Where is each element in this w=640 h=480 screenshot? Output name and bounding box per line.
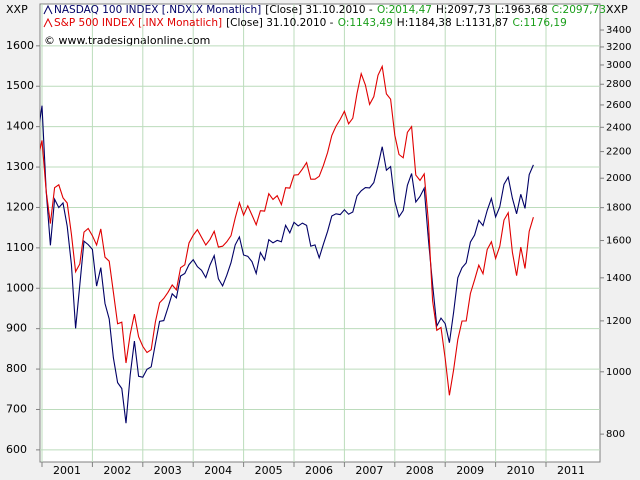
x-tick-label: 2009 (456, 464, 484, 477)
y2-tick-label: 2400 (606, 122, 631, 133)
x-tick-label: 2004 (204, 464, 232, 477)
legend-icon (43, 17, 53, 28)
x-tick-label: 2008 (406, 464, 434, 477)
y2-tick-label: 800 (606, 429, 625, 440)
y2-tick-label: 3400 (606, 25, 631, 36)
left-axis-label: XXP (6, 3, 28, 16)
legend-entry: S&P 500 INDEX [.INX Monatlich] [Close] 31… (54, 17, 567, 29)
x-tick-label: 2003 (154, 464, 182, 477)
y2-tick-label: 1200 (606, 316, 631, 327)
legend-name: S&P 500 INDEX [.INX Monatlich] (54, 17, 222, 29)
x-tick-label: 2005 (255, 464, 283, 477)
y2-tick-label: 2600 (606, 100, 631, 111)
y-tick-label: 1400 (6, 120, 34, 133)
legend-high: H:1184,38 (397, 17, 452, 29)
lines (40, 64, 534, 424)
y-tick-label: 1100 (6, 241, 34, 254)
y2-tick-label: 3000 (606, 60, 631, 71)
series-line (40, 105, 534, 424)
legend-low: L:1131,87 (456, 17, 509, 29)
y2-tick-label: 2200 (606, 147, 631, 158)
legend-open: O:2014,47 (377, 4, 432, 16)
legend-name: NASDAQ 100 INDEX [.NDX.X Monatlich] (54, 4, 261, 16)
legend-close: C:2097,73 (552, 4, 606, 16)
legend-icon (43, 4, 53, 15)
y2-tick-label: 2000 (606, 173, 631, 184)
y-tick-label: 1500 (6, 79, 34, 92)
y2-tick-label: 2800 (606, 79, 631, 90)
x-tick-label: 2006 (305, 464, 333, 477)
x-tick-label: 2002 (103, 464, 131, 477)
legend-info: [Close] 31.10.2010 - (265, 4, 373, 16)
y2-tick-label: 1600 (606, 236, 631, 247)
legend-entry: NASDAQ 100 INDEX [.NDX.X Monatlich] [Clos… (54, 4, 606, 16)
y2-tick-label: 1400 (606, 273, 631, 284)
y-tick-label: 700 (6, 402, 27, 415)
y-tick-label: 1200 (6, 200, 34, 213)
legend-close: C:1176,19 (512, 17, 566, 29)
y2-tick-label: 3200 (606, 42, 631, 53)
y2-tick-label: 1800 (606, 203, 631, 214)
y-tick-label: 1000 (6, 281, 34, 294)
y-tick-label: 900 (6, 322, 27, 335)
x-tick-label: 2010 (507, 464, 535, 477)
right-axis-label: XXP (606, 3, 628, 16)
x-tick-label: 2007 (355, 464, 383, 477)
x-tick-label: 2001 (53, 464, 81, 477)
watermark: © www.tradesignalonline.com (44, 34, 210, 47)
grid (40, 4, 600, 462)
y-tick-label: 800 (6, 362, 27, 375)
y-tick-label: 1600 (6, 39, 34, 52)
y-tick-label: 1300 (6, 160, 34, 173)
legend-high: H:2097,73 (436, 4, 491, 16)
y2-tick-label: 1000 (606, 367, 631, 378)
legend-info: [Close] 31.10.2010 - (226, 17, 334, 29)
plot-area (39, 3, 601, 463)
legend-low: L:1963,68 (495, 4, 548, 16)
legend-open: O:1143,49 (338, 17, 393, 29)
y-tick-label: 600 (6, 443, 27, 456)
x-tick-label: 2011 (557, 464, 585, 477)
series-line (40, 64, 534, 396)
